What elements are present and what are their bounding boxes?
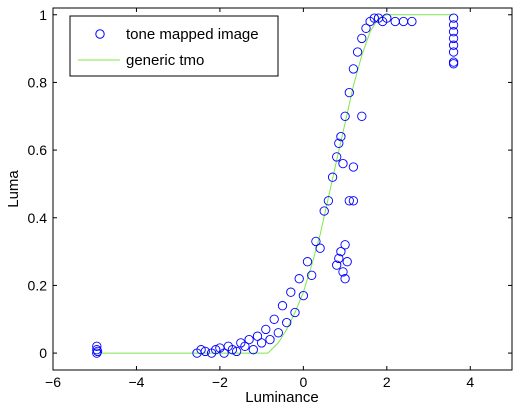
x-tick-label: 2 — [383, 374, 391, 390]
scatter-point — [340, 111, 350, 121]
scatter-point — [227, 345, 238, 355]
scatter-point — [252, 331, 263, 341]
scatter-points-layer — [92, 13, 459, 358]
scatter-point — [231, 346, 242, 357]
scatter-point — [448, 33, 459, 44]
scatter-point — [315, 243, 325, 253]
scatter-point — [211, 345, 221, 355]
scatter-point — [282, 317, 292, 328]
x-axis-label: Luminance — [245, 389, 318, 406]
scatter-point — [244, 334, 254, 345]
scatter-point — [323, 196, 334, 206]
scatter-point — [334, 253, 344, 264]
scatter-point — [332, 152, 342, 162]
scatter-point — [302, 257, 313, 267]
scatter-point — [294, 274, 304, 284]
scatter-point — [307, 270, 317, 280]
legend-label-generic-tmo: generic tmo — [126, 52, 204, 69]
scatter-point — [357, 33, 367, 44]
scatter-point — [448, 20, 459, 30]
legend: tone mapped image generic tmo — [69, 15, 279, 77]
scatter-point — [448, 59, 459, 69]
scatter-point — [348, 162, 359, 172]
y-tick-label: 0.2 — [28, 277, 48, 293]
scatter-point — [248, 345, 258, 355]
scatter-point — [369, 13, 379, 23]
y-tick-label: 0 — [39, 345, 47, 361]
line-series-layer — [98, 14, 454, 354]
y-axis-label: Luma — [5, 170, 22, 208]
scatter-point — [342, 257, 352, 267]
scatter-point — [334, 138, 344, 148]
scatter-point — [277, 301, 288, 311]
scatter-point — [311, 236, 321, 247]
scatter-point — [338, 158, 348, 169]
scatter-point — [261, 324, 271, 335]
legend-box — [69, 15, 279, 77]
y-tick-label: 1 — [39, 7, 47, 23]
y-tick-label: 0.4 — [28, 210, 48, 226]
scatter-point — [273, 328, 283, 338]
scatter-point — [196, 345, 206, 355]
scatter-point — [361, 23, 371, 33]
legend-label-tone-mapped-image: tone mapped image — [126, 26, 259, 43]
scatter-point — [448, 40, 459, 50]
scatter-point — [219, 348, 229, 358]
scatter-point — [327, 172, 338, 182]
scatter-point — [92, 341, 102, 351]
scatter-point — [357, 111, 367, 121]
scatter-point — [240, 341, 250, 351]
y-axis-ticks: 0 0.2 0.4 0.6 0.8 1 — [28, 7, 512, 361]
y-tick-label: 0.8 — [28, 74, 48, 90]
x-tick-label: −6 — [45, 374, 61, 390]
scatter-point — [332, 260, 342, 270]
scatter-point — [92, 348, 102, 358]
scatter-point — [319, 206, 329, 216]
scatter-point — [344, 196, 354, 206]
scatter-point — [448, 27, 459, 37]
scatter-point — [256, 338, 267, 348]
scatter-point — [348, 64, 359, 74]
scatter-point — [338, 267, 348, 277]
scatter-point — [265, 334, 275, 345]
y-tick-label: 0.6 — [28, 142, 48, 158]
scatter-point — [407, 16, 417, 27]
scatter-point — [340, 274, 350, 284]
scatter-point — [290, 307, 300, 318]
scatter-point — [344, 87, 354, 98]
generic-tmo-line — [98, 14, 454, 354]
scatter-point — [298, 290, 309, 301]
scatter-point — [336, 131, 346, 142]
x-tick-label: 4 — [466, 374, 474, 390]
scatter-point — [92, 346, 103, 357]
x-tick-label: −4 — [128, 374, 144, 390]
scatter-point — [448, 13, 459, 23]
x-tick-label: −2 — [212, 374, 228, 390]
scatter-point — [448, 47, 459, 57]
scatter-point — [382, 13, 392, 23]
scatter-point — [286, 287, 296, 297]
scatter-point — [340, 240, 350, 250]
scatter-point — [352, 47, 363, 57]
scatter-point — [200, 346, 210, 357]
x-axis-ticks: −6 −4 −2 0 2 4 — [45, 8, 474, 390]
scatter-point — [348, 196, 359, 206]
legend-marker-tone-mapped-image — [95, 29, 105, 39]
scatter-point — [269, 314, 279, 324]
scatter-point — [336, 246, 346, 257]
x-tick-label: 0 — [299, 374, 307, 390]
scatter-point — [92, 345, 102, 355]
